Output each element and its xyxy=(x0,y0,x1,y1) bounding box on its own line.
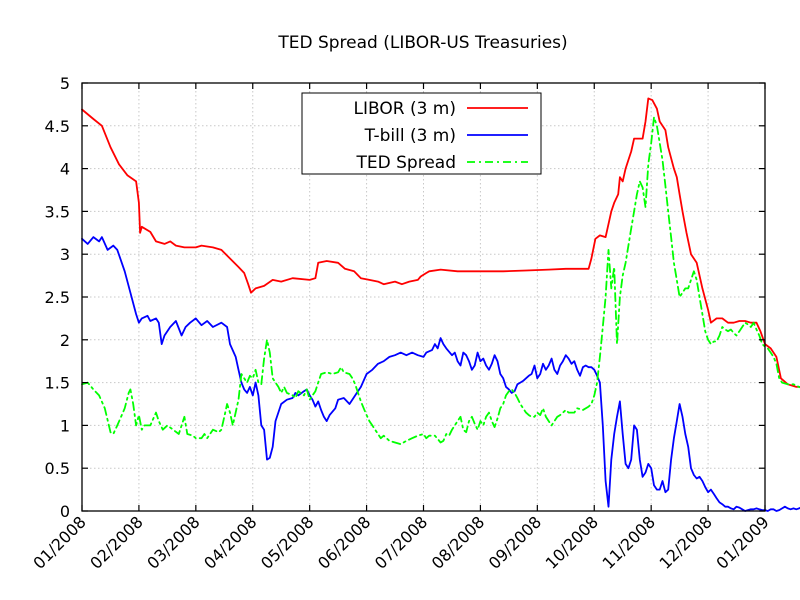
y-tick-label: 0.5 xyxy=(45,459,70,478)
x-tick-label: 11/2008 xyxy=(599,512,659,572)
plot-series xyxy=(81,97,800,512)
y-tick-label: 0 xyxy=(60,502,70,521)
y-tick-label: 1.5 xyxy=(45,374,70,393)
legend-label-0: LIBOR (3 m) xyxy=(354,99,457,119)
y-tick-label: 3 xyxy=(60,245,70,264)
x-tick-label: 12/2008 xyxy=(655,512,715,572)
x-tick-label: 01/2009 xyxy=(712,512,772,572)
y-tick-label: 2.5 xyxy=(45,288,70,307)
legend-label-2: TED Spread xyxy=(356,153,457,173)
chart-title: TED Spread (LIBOR-US Treasuries) xyxy=(277,33,567,53)
series-line-1 xyxy=(81,236,800,512)
y-axis: 0 0.5 1 1.5 2 2.5 3 3.5 4 4.5 5 xyxy=(45,74,765,521)
x-tick-label: 09/2008 xyxy=(485,512,545,572)
y-tick-label: 4.5 xyxy=(45,117,70,136)
x-tick-label: 05/2008 xyxy=(257,512,317,572)
legend-label-1: T-bill (3 m) xyxy=(364,126,456,146)
y-tick-label: 2 xyxy=(60,331,70,350)
series-line-2 xyxy=(81,116,800,446)
y-tick-label: 4 xyxy=(60,160,70,179)
x-tick-label: 06/2008 xyxy=(314,512,374,572)
y-tick-label: 1 xyxy=(60,416,70,435)
y-tick-label: 5 xyxy=(60,74,70,93)
x-tick-label: 02/2008 xyxy=(86,512,146,572)
x-tick-label: 03/2008 xyxy=(143,512,203,572)
series-line-0 xyxy=(81,97,800,388)
x-tick-label: 10/2008 xyxy=(542,512,602,572)
y-tick-label: 3.5 xyxy=(45,202,70,221)
legend-box xyxy=(301,92,542,175)
x-tick-label: 08/2008 xyxy=(428,512,488,572)
legend: LIBOR (3 m) T-bill (3 m) TED Spread xyxy=(301,92,542,175)
x-tick-label: 07/2008 xyxy=(371,512,431,572)
x-tick-label: 01/2008 xyxy=(29,512,89,572)
x-tick-label: 04/2008 xyxy=(200,512,260,572)
